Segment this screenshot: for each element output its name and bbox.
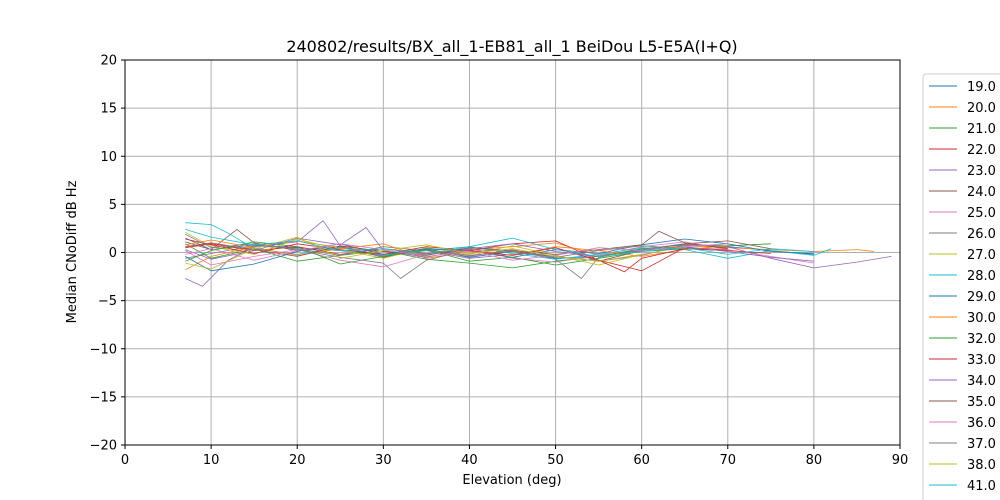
x-tick-label: 90 — [892, 453, 909, 468]
series-line-27.0 — [185, 231, 685, 266]
chart-title: 240802/results/BX_all_1-EB81_all_1 BeiDo… — [286, 37, 737, 57]
series-line-36.0 — [185, 243, 728, 261]
legend-label: 26.0 — [967, 227, 996, 242]
series-line-37.0 — [185, 233, 685, 279]
x-tick-label: 0 — [121, 453, 129, 468]
x-tick-label: 60 — [633, 453, 650, 468]
x-tick-label: 10 — [203, 453, 220, 468]
y-tick-label: 15 — [100, 102, 117, 117]
y-axis-ticks: 20 15 10 5 0 −15 −10 −5 −20 — [90, 54, 125, 454]
legend-label: 20.0 — [967, 101, 996, 116]
series-line-33.0 — [185, 238, 771, 273]
legend: 19.0 20.0 21.0 22.0 23.0 24.0 25.0 26.0 27.0 28.0… — [922, 73, 1000, 500]
series-layer — [185, 220, 892, 287]
y-tick-label: 10 — [100, 150, 117, 165]
legend-label: 35.0 — [967, 395, 996, 410]
legend-label: 28.0 — [967, 269, 996, 284]
y-tick-label: −10 — [90, 342, 117, 357]
x-tick-label: 80 — [806, 453, 823, 468]
legend-label: 22.0 — [967, 143, 996, 158]
y-tick-label: −20 — [90, 439, 117, 454]
x-tick-label: 70 — [720, 453, 737, 468]
legend-label: 36.0 — [967, 416, 996, 431]
x-tick-label: 40 — [461, 453, 478, 468]
y-axis-label: Median CNoDiff dB Hz — [65, 180, 80, 323]
series-line-29.0 — [185, 238, 814, 272]
series-line-38.0 — [185, 236, 642, 270]
x-axis-ticks: 0 10 20 30 40 50 60 70 80 90 — [121, 445, 908, 468]
legend-label: 27.0 — [967, 248, 996, 263]
legend-label: 38.0 — [967, 458, 996, 473]
legend-box — [922, 73, 1000, 500]
legend-label: 25.0 — [967, 206, 996, 221]
y-tick-label: −5 — [98, 294, 117, 309]
series-line-41.0 — [185, 229, 814, 257]
legend-label: 23.0 — [967, 164, 996, 179]
y-tick-label: −15 — [90, 390, 117, 405]
y-tick-label: 20 — [100, 54, 117, 69]
legend-label: 19.0 — [967, 80, 996, 95]
y-tick-label: 5 — [109, 198, 117, 213]
series-line-28.0 — [185, 222, 832, 260]
series-line-35.0 — [185, 230, 728, 257]
legend-label: 21.0 — [967, 122, 996, 137]
legend-label: 37.0 — [967, 437, 996, 452]
legend-label: 34.0 — [967, 374, 996, 389]
legend-label: 33.0 — [967, 353, 996, 368]
legend-label: 41.0 — [967, 479, 996, 494]
y-tick-label: 0 — [109, 246, 117, 261]
x-tick-label: 20 — [289, 453, 306, 468]
x-axis-label: Elevation (deg) — [462, 473, 561, 488]
legend-label: 32.0 — [967, 332, 996, 347]
legend-label: 30.0 — [967, 311, 996, 326]
legend-label: 29.0 — [967, 290, 996, 305]
legend-label: 24.0 — [967, 185, 996, 200]
x-tick-label: 50 — [547, 453, 564, 468]
x-tick-label: 30 — [375, 453, 392, 468]
